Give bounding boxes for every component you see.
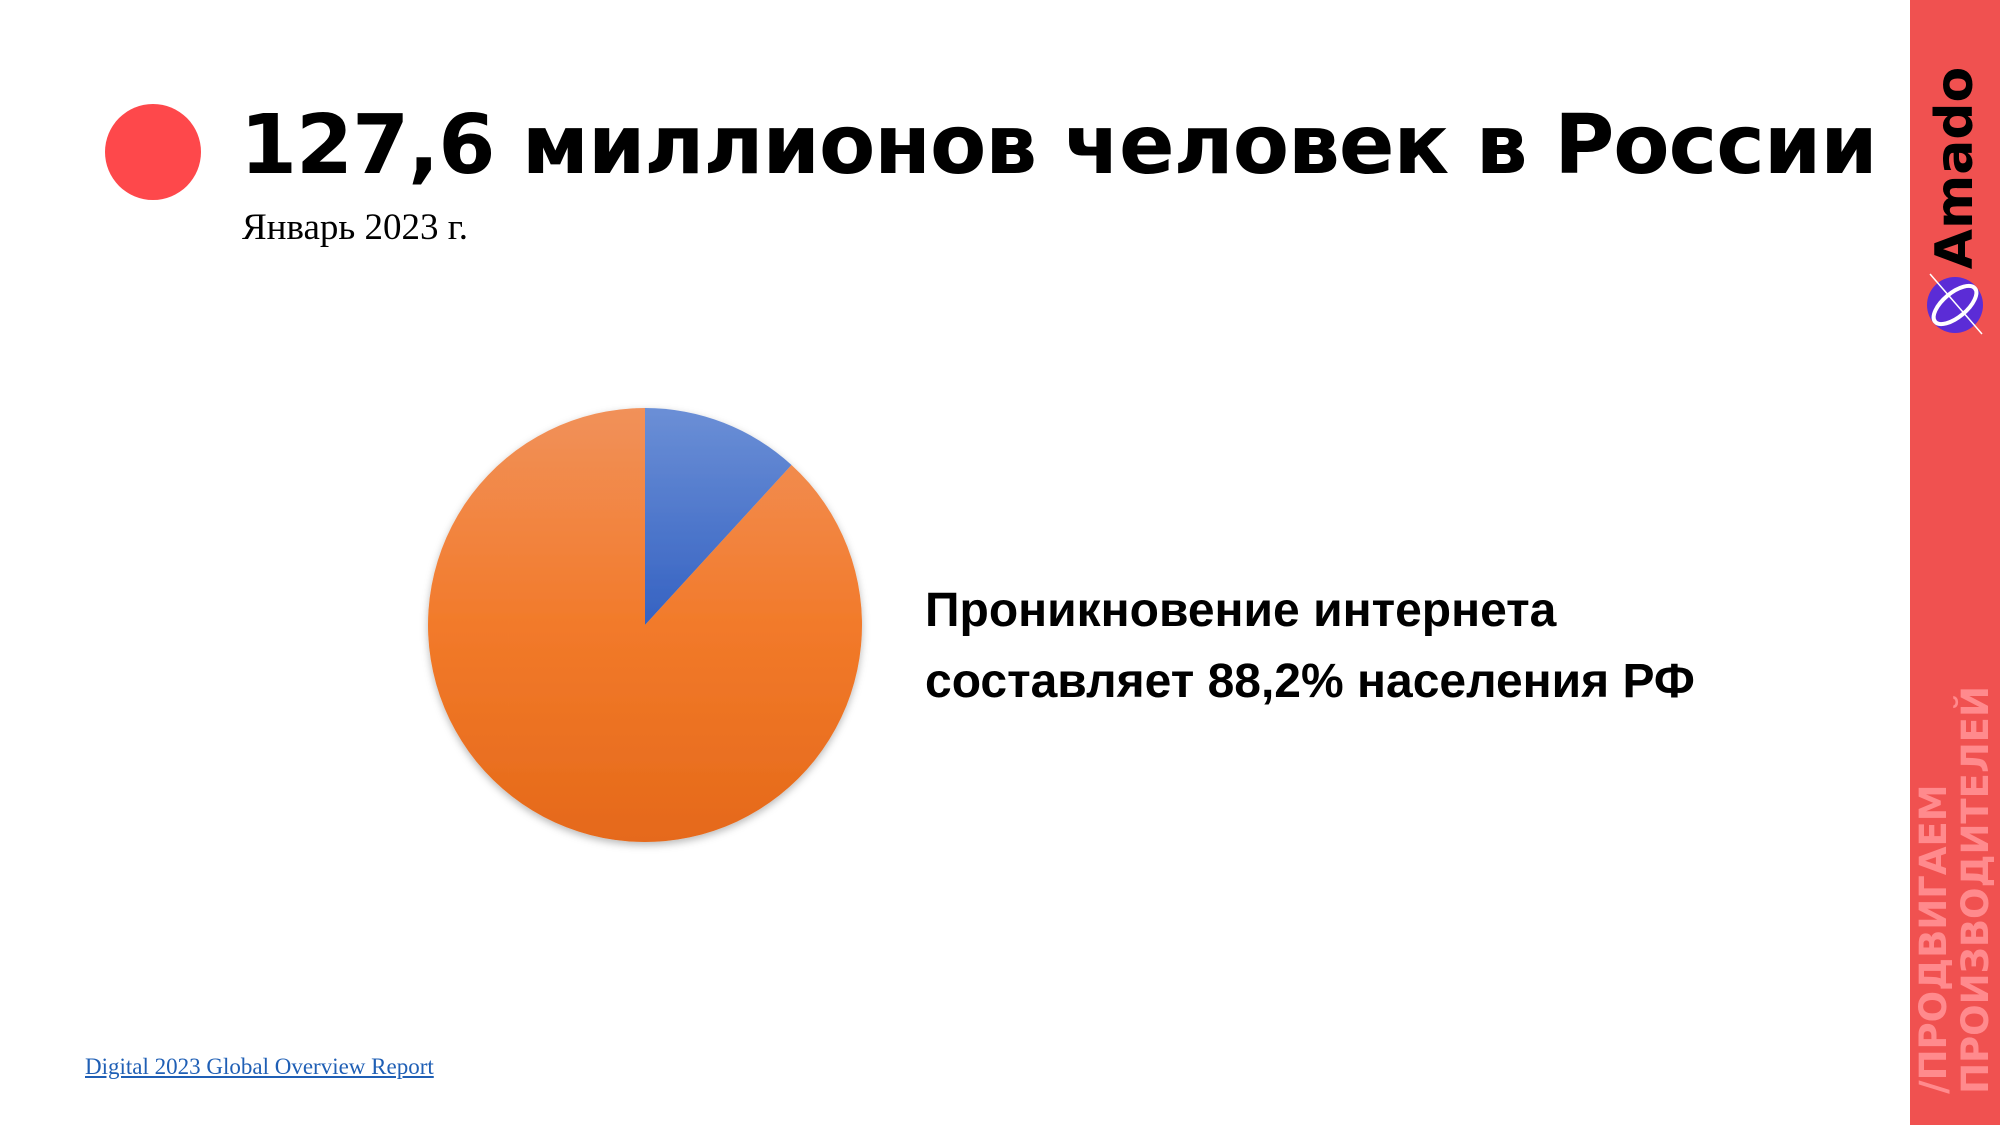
slogan-line-2: ПРОИЗВОДИТЕЛЕЙ xyxy=(1954,686,1997,1094)
source-link[interactable]: Digital 2023 Global Overview Report xyxy=(85,1054,434,1079)
penetration-caption: Проникновение интернета составляет 88,2%… xyxy=(925,575,1825,717)
brand-name: Amado xyxy=(1925,66,1985,270)
title-bullet-dot xyxy=(105,104,201,200)
pie-slice-1 xyxy=(645,408,792,625)
pie-chart-svg xyxy=(427,408,862,842)
page-title: 127,6 миллионов человек в России xyxy=(240,98,1878,193)
page-subtitle: Январь 2023 г. xyxy=(242,207,469,248)
brand-slogan: /ПРОДВИГАЕМ ПРОИЗВОДИТЕЛЕЙ xyxy=(1912,686,1997,1094)
slogan-line-1: /ПРОДВИГАЕМ xyxy=(1912,784,1955,1094)
pie-chart xyxy=(410,395,890,865)
brand-sidebar: Amado /ПРОДВИГАЕМ ПРОИЗВОДИТЕЛЕЙ xyxy=(1910,0,2000,1125)
amado-logo-icon xyxy=(1927,273,1983,335)
caption-line-2: составляет 88,2% населения РФ xyxy=(925,655,1695,708)
pie-slices xyxy=(427,408,862,842)
caption-line-1: Проникновение интернета xyxy=(925,584,1557,637)
pie-slice-2 xyxy=(427,408,862,842)
brand-block: Amado xyxy=(1910,0,2000,345)
